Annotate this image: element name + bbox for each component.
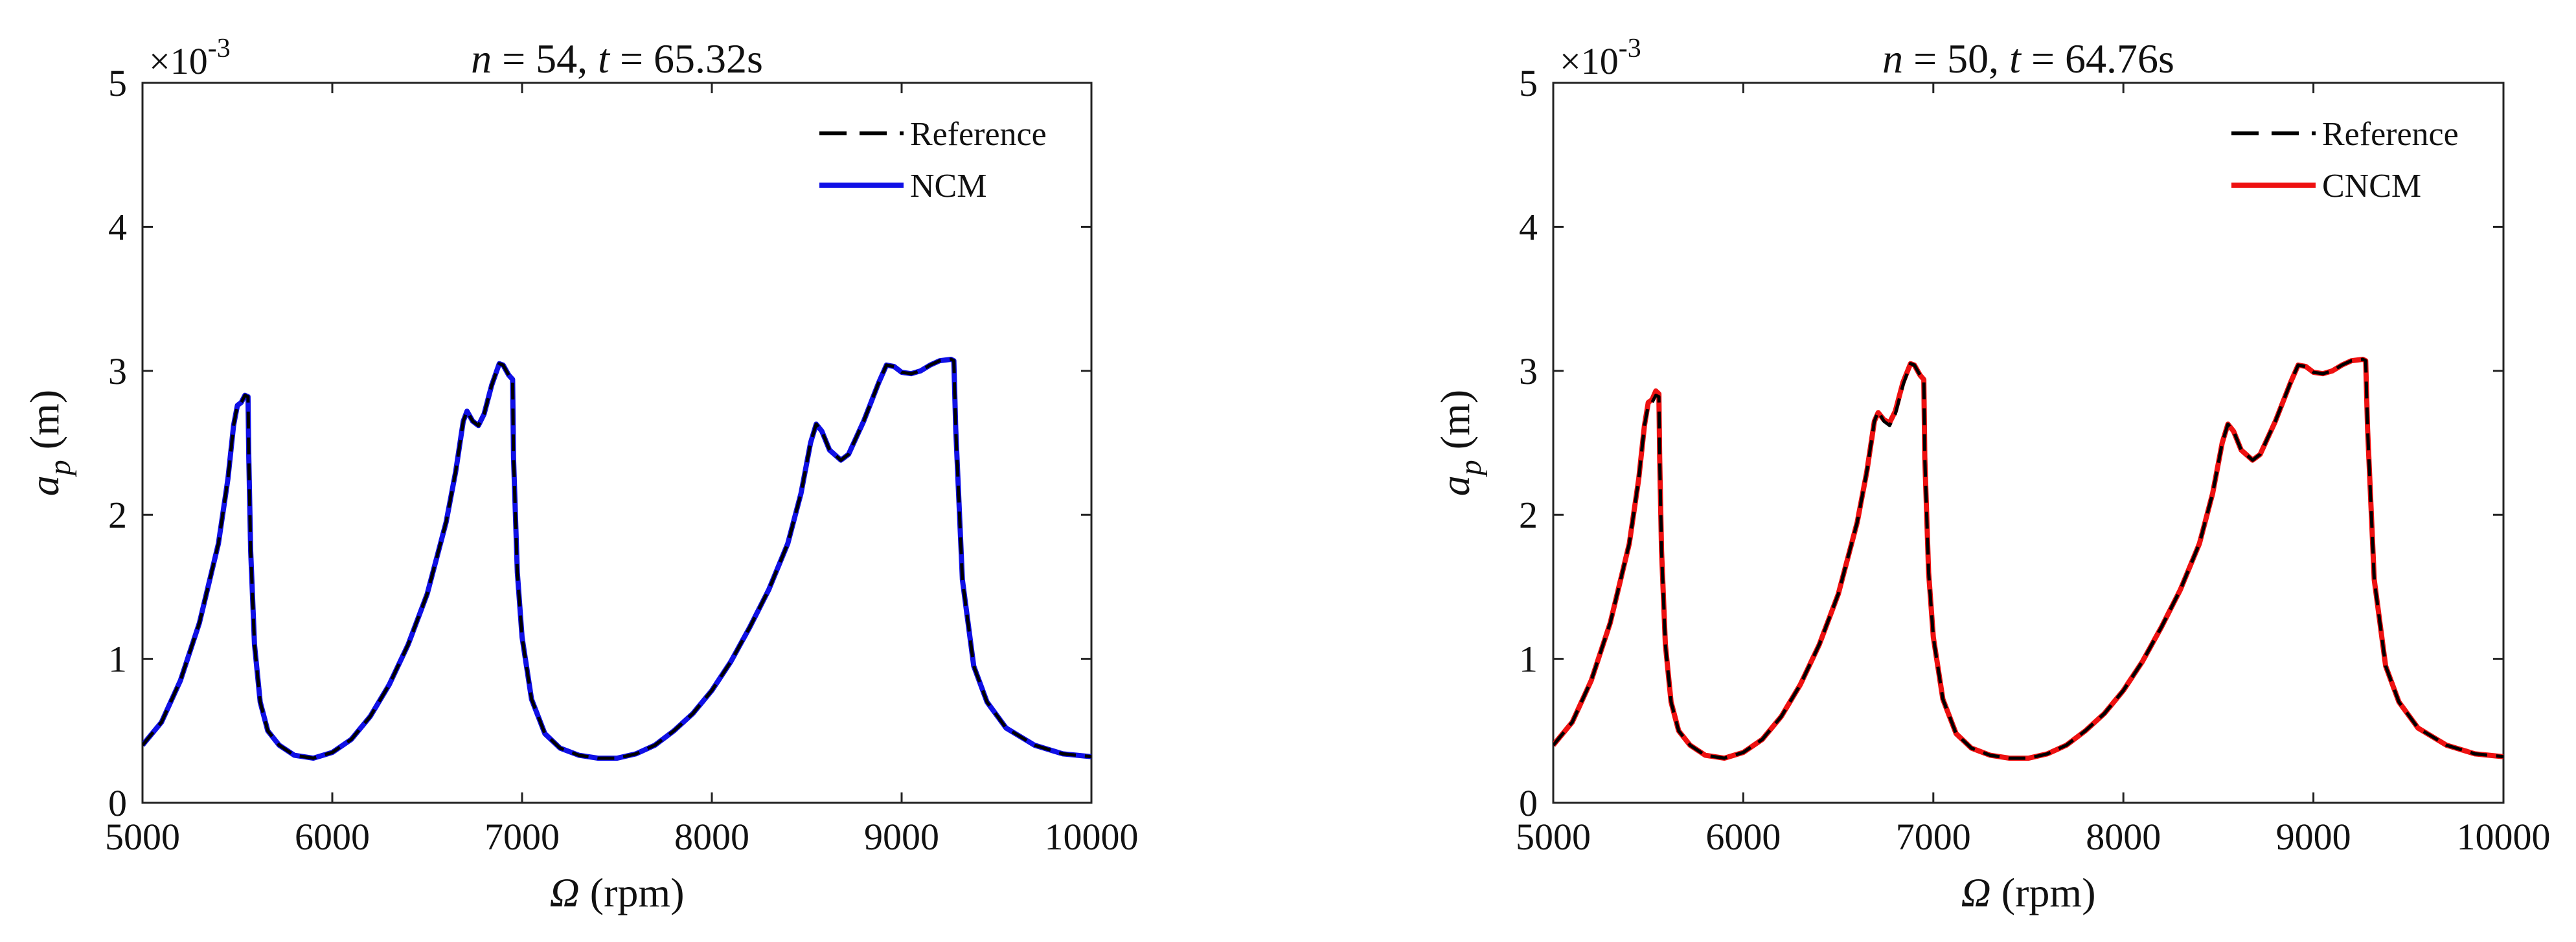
legend-label-reference: Reference: [2322, 116, 2459, 153]
y-axis-label: ap (m): [21, 390, 77, 496]
x-axis-label: Ω (rpm): [550, 869, 685, 915]
y-tick-label: 2: [108, 494, 127, 536]
x-tick-label: 5000: [1516, 816, 1591, 858]
x-tick-label: 9000: [2276, 816, 2351, 858]
x-tick-label: 10000: [2457, 816, 2551, 858]
y-tick-label: 3: [108, 350, 127, 392]
legend-label-cncm: CNCM: [2322, 168, 2421, 205]
y-tick-label: 0: [108, 782, 127, 824]
x-tick-label: 9000: [864, 816, 939, 858]
y-axis-multiplier: ×10-3: [149, 34, 231, 82]
y-tick-label: 5: [108, 62, 127, 104]
chart-panel-1: 5000 6000 7000 8000 9000 10000 0 1 2 3 4 5 ×10-3 n = …: [21, 34, 1139, 915]
chart-title: n = 54, t = 65.32s: [471, 36, 763, 82]
y-tick-label: 2: [1519, 494, 1538, 536]
x-tick-label: 8000: [674, 816, 749, 858]
y-axis-label: ap (m): [1432, 390, 1488, 496]
legend-label-ncm: NCM: [910, 168, 986, 205]
y-tick-label: 4: [108, 206, 127, 248]
y-tick-label: 1: [108, 638, 127, 680]
x-tick-label: 7000: [1896, 816, 1971, 858]
x-axis-label: Ω (rpm): [1961, 869, 2096, 915]
y-tick-label: 4: [1519, 206, 1538, 248]
title-equals: =: [2021, 36, 2065, 82]
x-tick-label: 6000: [1705, 816, 1781, 858]
plot-area-frame: [1552, 82, 2505, 804]
x-tick-label: 5000: [105, 816, 180, 858]
y-axis-multiplier: ×10-3: [1560, 34, 1641, 82]
plot-area-frame: [141, 82, 1093, 804]
y-tick-label: 0: [1519, 782, 1538, 824]
x-tick-label: 8000: [2086, 816, 2161, 858]
legend-label-reference: Reference: [910, 116, 1047, 153]
y-tick-label: 1: [1519, 638, 1538, 680]
title-equals: =: [1903, 36, 1947, 82]
title-equals: =: [610, 36, 654, 82]
y-tick-label: 5: [1519, 62, 1538, 104]
title-equals: =: [492, 36, 536, 82]
y-tick-label: 3: [1519, 350, 1538, 392]
x-tick-label: 7000: [484, 816, 560, 858]
series-line-reference: [142, 357, 1091, 760]
x-tick-label: 6000: [295, 816, 370, 858]
series-line-reference: [1553, 357, 2503, 760]
chart-panel-2: 5000 6000 7000 8000 9000 10000 0 1 2 3 4 5 ×10-3 n = …: [1432, 34, 2551, 915]
x-tick-label: 10000: [1045, 816, 1139, 858]
chart-title: n = 50, t = 64.76s: [1882, 36, 2174, 82]
